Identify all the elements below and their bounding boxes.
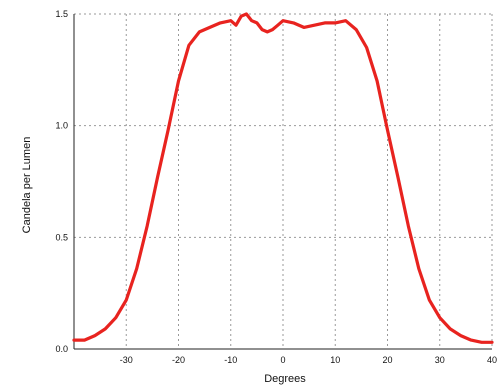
x-tick-label: -10 — [224, 355, 237, 365]
y-tick-label: 0.0 — [55, 344, 68, 354]
series-layer — [72, 12, 494, 344]
x-axis-title: Degrees — [264, 373, 306, 385]
y-tick-label: 1.0 — [55, 121, 68, 131]
x-tick-label: -30 — [120, 355, 133, 365]
axes — [73, 14, 492, 350]
grid-lines — [74, 13, 493, 349]
x-tick-label: 20 — [382, 355, 392, 365]
x-tick-label: 10 — [330, 355, 340, 365]
series-line — [72, 12, 494, 344]
tick-labels: -30 -20 -10 0 10 20 30 40 0.0 0.5 1.0 1.5 — [55, 9, 497, 365]
x-tick-label: -20 — [172, 355, 185, 365]
y-axis-title: Candela per Lumen — [21, 137, 33, 234]
x-tick-label: 0 — [280, 355, 285, 365]
y-tick-label: 1.5 — [55, 9, 68, 19]
x-tick-label: 30 — [435, 355, 445, 365]
y-tick-label: 0.5 — [55, 232, 68, 242]
x-tick-label: 40 — [487, 355, 497, 365]
